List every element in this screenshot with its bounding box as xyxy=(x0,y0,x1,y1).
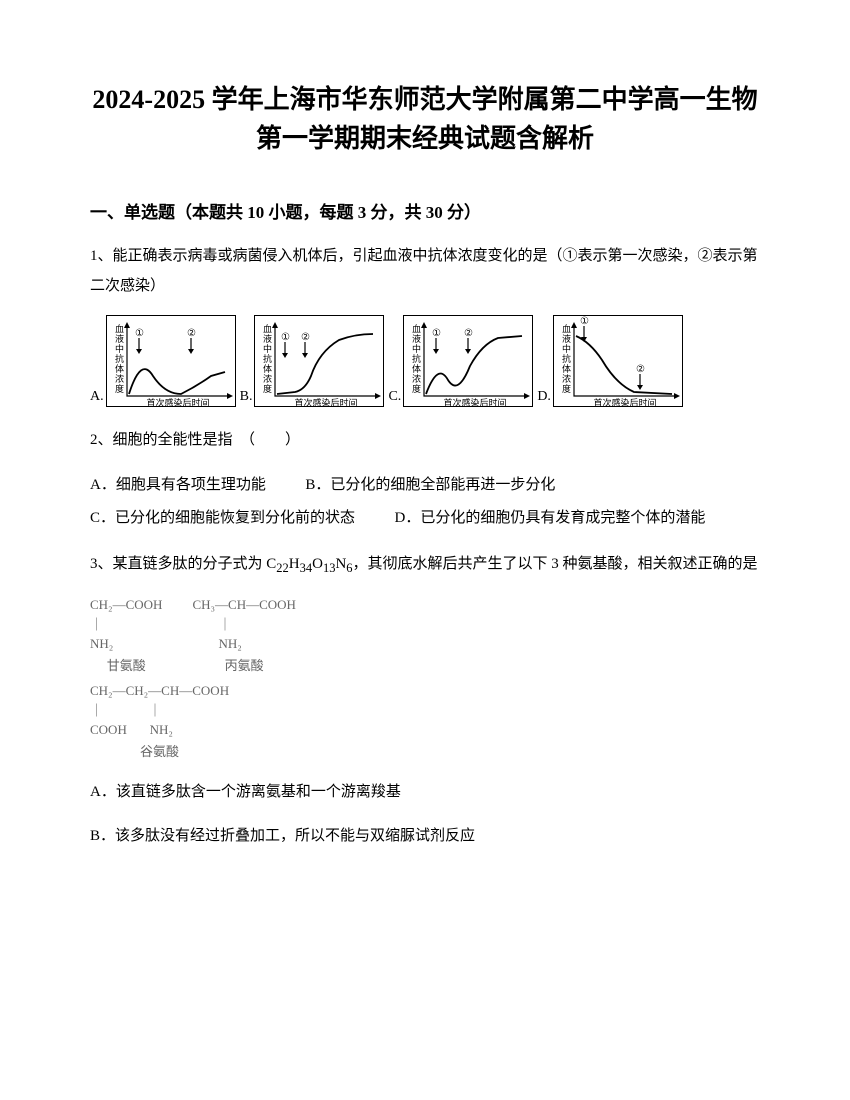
svg-text:首次感染后时间: 首次感染后时间 xyxy=(444,397,507,408)
svg-text:②: ② xyxy=(187,328,196,339)
svg-text:②: ② xyxy=(301,332,310,343)
q1-option-d: D. 血液中抗体浓度 ① ② 首次感染后时间 xyxy=(537,315,683,407)
amino-structures: CH₂—COOH ｜ NH₂ 甘氨酸 CH₃—CH—COOH ｜ NH₂ 丙氨酸… xyxy=(90,595,760,761)
svg-text:②: ② xyxy=(464,328,473,339)
q1-options: A.血液中抗体浓度①②首次感染后时间B.血液中抗体浓度①②首次感染后时间C.血液… xyxy=(90,315,760,407)
q2-opt-c: C．已分化的细胞能恢复到分化前的状态 xyxy=(90,502,355,535)
svg-text:首次感染后时间: 首次感染后时间 xyxy=(593,397,656,408)
q1-option-a: A. 血液中抗体浓度 ① ② 首次感染后时间 xyxy=(90,315,236,407)
option-letter: C. xyxy=(388,389,401,407)
section-header: 一、单选题（本题共 10 小题，每题 3 分，共 30 分） xyxy=(90,198,760,223)
svg-text:首次感染后时间: 首次感染后时间 xyxy=(295,397,358,408)
q3-opt-b: B．该多肽没有经过折叠加工，所以不能与双缩脲试剂反应 xyxy=(90,821,760,851)
q2-opt-a: A．细胞具有各项生理功能 xyxy=(90,469,266,502)
page-title: 2024-2025 学年上海市华东师范大学附属第二中学高一生物第一学期期末经典试… xyxy=(90,80,760,158)
svg-text:②: ② xyxy=(636,364,645,375)
amino-alanine: CH₃—CH—COOH ｜ NH₂ 丙氨酸 xyxy=(192,595,296,675)
svg-text:①: ① xyxy=(135,328,144,339)
svg-text:血液中抗体浓度: 血液中抗体浓度 xyxy=(263,323,272,394)
amino-glutamic: CH₂—CH₂—CH—COOH ｜ ｜ COOH NH₂ 谷氨酸 xyxy=(90,681,229,761)
q1-stem: 1、能正确表示病毒或病菌侵入机体后，引起血液中抗体浓度变化的是（①表示第一次感染… xyxy=(90,241,760,301)
amino-glycine: CH₂—COOH ｜ NH₂ 甘氨酸 xyxy=(90,595,162,675)
option-letter: A. xyxy=(90,389,104,407)
svg-text:①: ① xyxy=(281,332,290,343)
q2-opt-b: B．已分化的细胞全部能再进一步分化 xyxy=(305,469,555,502)
option-letter: B. xyxy=(240,389,253,407)
q2-stem: 2、细胞的全能性是指 （ ） xyxy=(90,425,760,455)
svg-text:血液中抗体浓度: 血液中抗体浓度 xyxy=(412,323,421,394)
q3-stem: 3、某直链多肽的分子式为 C22H34O13N6，其彻底水解后共产生了以下 3 … xyxy=(90,549,760,581)
option-letter: D. xyxy=(537,389,551,407)
q2-options: A．细胞具有各项生理功能 B．已分化的细胞全部能再进一步分化 C．已分化的细胞能… xyxy=(90,469,760,535)
svg-text:①: ① xyxy=(580,316,589,327)
svg-text:首次感染后时间: 首次感染后时间 xyxy=(146,397,209,408)
q1-option-c: C. 血液中抗体浓度 ① ② 首次感染后时间 xyxy=(388,315,533,407)
q2-opt-d: D．已分化的细胞仍具有发育成完整个体的潜能 xyxy=(395,502,706,535)
svg-text:血液中抗体浓度: 血液中抗体浓度 xyxy=(562,323,571,394)
svg-text:血液中抗体浓度: 血液中抗体浓度 xyxy=(115,323,124,394)
q3-opt-a: A．该直链多肽含一个游离氨基和一个游离羧基 xyxy=(90,777,760,807)
svg-text:①: ① xyxy=(432,328,441,339)
q1-option-b: B. 血液中抗体浓度 ①② 首次感染后时间 xyxy=(240,315,385,407)
